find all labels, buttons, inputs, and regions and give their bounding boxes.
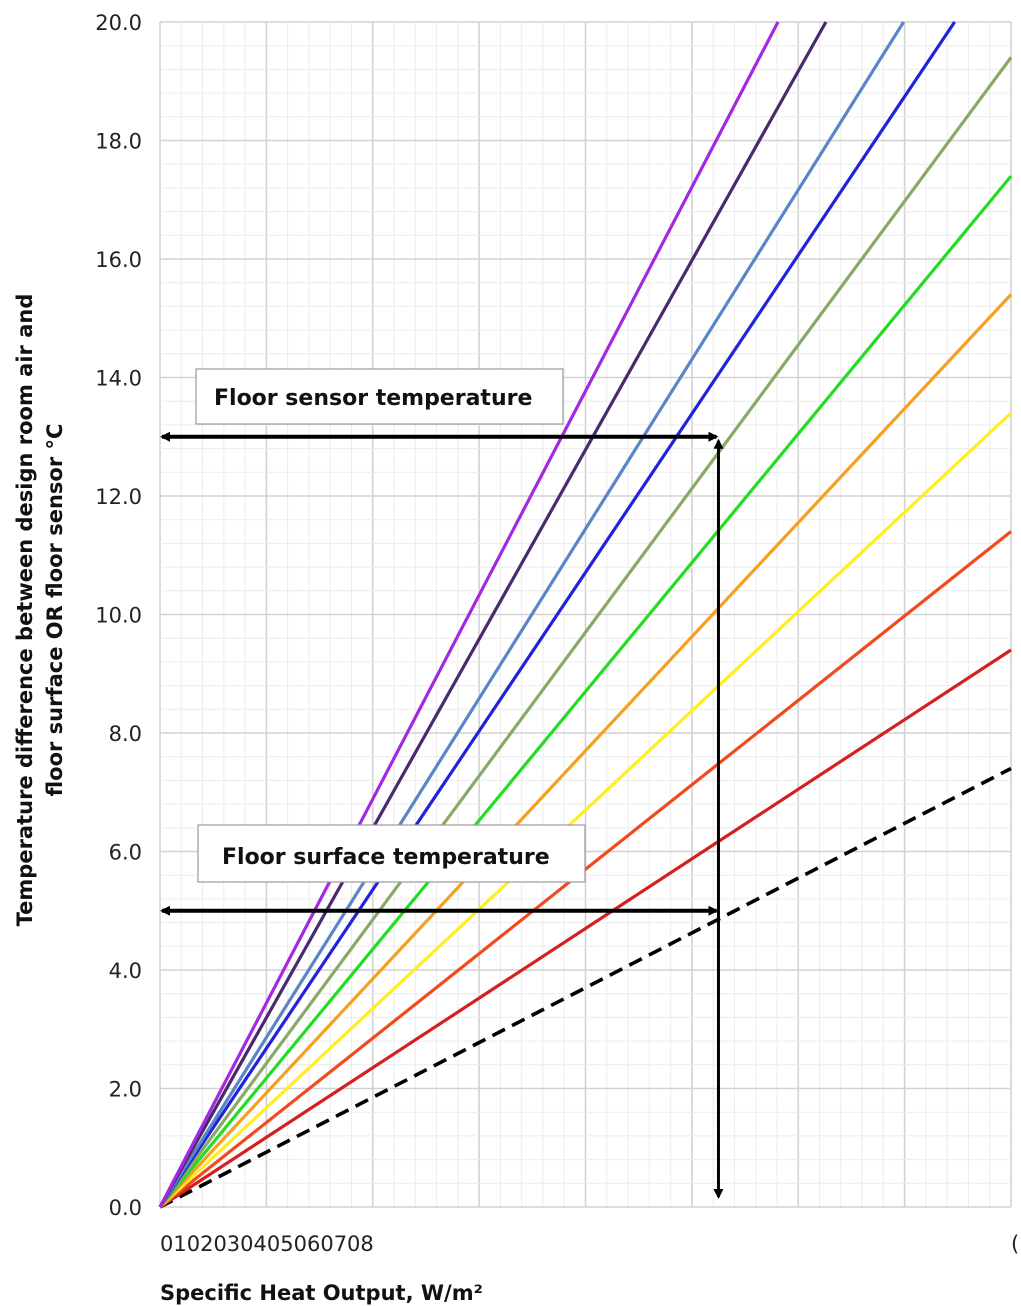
series-line-dashed bbox=[159, 766, 1012, 1209]
y-tick-label: 4.0 bbox=[109, 959, 142, 983]
x-tick-labels: 0102030405060708 bbox=[160, 1232, 374, 1256]
y-tick-label: 20.0 bbox=[95, 11, 142, 35]
y-tick-label: 12.0 bbox=[95, 485, 142, 509]
y-axis-title: Temperature difference between design ro… bbox=[13, 294, 67, 927]
series-line bbox=[158, 411, 1013, 1209]
series-line bbox=[158, 21, 780, 1208]
y-tick-label: 16.0 bbox=[95, 248, 142, 272]
floor-sensor-callout-box bbox=[195, 368, 564, 425]
y-tick-label: 10.0 bbox=[95, 604, 142, 628]
series-line bbox=[158, 21, 828, 1208]
y-axis-title-line1: Temperature difference between design ro… bbox=[13, 294, 37, 927]
series-line bbox=[158, 175, 1013, 1209]
y-tick-label: 14.0 bbox=[95, 367, 142, 391]
series-line bbox=[159, 648, 1012, 1209]
floor-sensor-callout: Floor sensor temperature bbox=[195, 368, 564, 425]
chart-series-group bbox=[158, 21, 1013, 1209]
y-axis-title-line2: floor surface OR floor sensor °C bbox=[43, 424, 67, 797]
y-tick-label: 8.0 bbox=[109, 722, 142, 746]
y-tick-label: 6.0 bbox=[109, 841, 142, 865]
floor-surface-callout-box bbox=[197, 824, 586, 883]
y-tick-label: 0.0 bbox=[109, 1196, 142, 1220]
y-tick-label: 2.0 bbox=[109, 1078, 142, 1102]
floor-surface-callout-label: Floor surface temperature bbox=[222, 845, 550, 870]
x-axis-title: Specific Heat Output, W/m² bbox=[160, 1281, 483, 1305]
y-tick-label: 18.0 bbox=[95, 130, 142, 154]
y-tick-labels: 0.0 2.0 4.0 6.0 8.0 10.0 12.0 14.0 16.0 18.0 20.0 bbox=[95, 11, 142, 1220]
floor-sensor-callout-label: Floor sensor temperature bbox=[214, 386, 532, 411]
series-line bbox=[158, 56, 1013, 1208]
series-line bbox=[158, 293, 1013, 1209]
floor-surface-callout: Floor surface temperature bbox=[197, 824, 586, 883]
x-tick-label-clipped: ( bbox=[1011, 1232, 1019, 1256]
series-line bbox=[158, 21, 905, 1208]
annotation-arrows bbox=[160, 431, 724, 1199]
chart-grid bbox=[159, 21, 1012, 1208]
series-line bbox=[158, 21, 956, 1208]
